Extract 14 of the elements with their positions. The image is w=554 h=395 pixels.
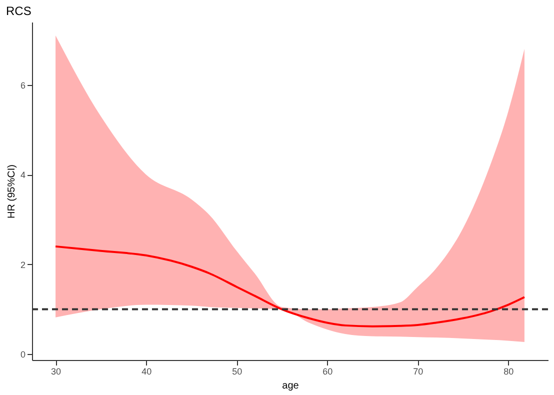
x-tick-label: 50 — [232, 366, 242, 376]
x-tick-label: 80 — [504, 366, 514, 376]
x-tick-label: 40 — [142, 366, 152, 376]
chart-title: RCS — [6, 4, 32, 18]
line-series — [54, 245, 526, 328]
y-tick-label: 2 — [20, 260, 26, 270]
x-axis-title: age — [282, 380, 300, 392]
x-tick-label: 70 — [413, 366, 424, 376]
y-tick-label: 0 — [20, 350, 26, 360]
y-tick-label: 6 — [20, 80, 26, 90]
x-tick-label: 30 — [51, 366, 62, 376]
x-tick-label: 60 — [322, 366, 333, 376]
y-tick-label: 4 — [20, 170, 26, 180]
y-axis-title: HR (95%CI) — [6, 164, 18, 218]
